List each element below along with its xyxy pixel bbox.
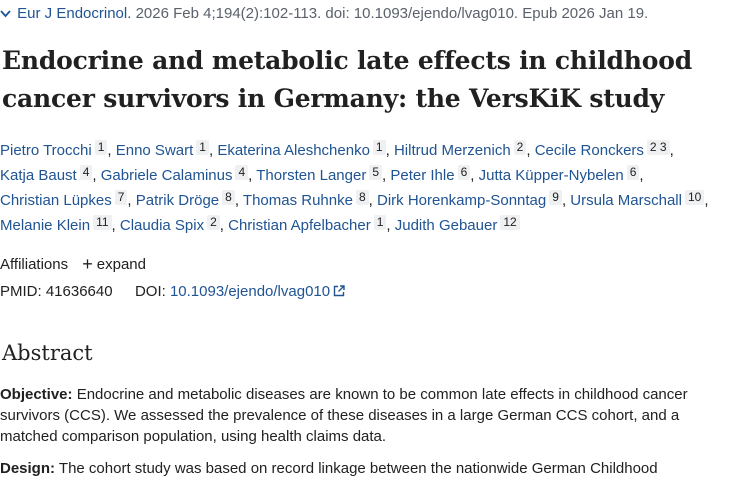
author-item: Hiltrud Merzenich 2, [393,140,531,159]
author-item: Peter Ihle 6, [390,165,475,184]
affiliation-number-badge[interactable]: 6 [626,165,640,180]
author-item: Katja Baust 4, [0,165,97,184]
affiliation-number-badge[interactable]: 1 [373,215,387,230]
author-link[interactable]: Hiltrud Merzenich [393,142,511,159]
author-item: Ursula Marschall 10, [570,190,709,209]
author-link[interactable]: Ursula Marschall [570,192,682,209]
abstract-section-text: Endocrine and metabolic diseases are kno… [0,386,688,445]
author-item: Cecile Ronckers 2 3, [534,140,674,159]
author-item: Christian Apfelbacher 1, [228,215,391,234]
doi-label: DOI: [134,283,166,300]
pmid-label: PMID: [0,283,42,300]
author-item: Jutta Küpper-Nybelen 6, [478,165,644,184]
identifiers-row: PMID: 41636640 DOI: 10.1093/ejendo/lvag0… [0,282,345,303]
author-link[interactable]: Christian Apfelbacher [228,217,371,234]
author-link[interactable]: Pietro Trocchi [0,142,92,159]
author-link[interactable]: Ekaterina Aleshchenko [217,142,370,159]
affiliation-number-badge[interactable]: 1 [94,140,108,155]
affiliation-number-badge[interactable]: 12 [500,215,520,230]
abstract-section-label: Design: [0,460,56,477]
abstract-heading: Abstract [2,341,93,365]
affiliation-number-badge[interactable]: 10 [684,190,705,205]
author-link[interactable]: Enno Swart [115,142,194,159]
affiliation-number-badge[interactable]: 9 [549,190,562,205]
doi-value: 10.1093/ejendo/lvag010 [169,283,331,300]
abstract-section-text: The cohort study was based on record lin… [58,460,658,477]
affiliation-number-badge[interactable]: 2 [513,140,527,155]
citation-line: Eur J Endocrinol. 2026 Feb 4;194(2):102-… [0,4,648,24]
author-item: Melanie Klein 11, [0,215,116,234]
affiliations-expand-button[interactable]: + expand [82,254,146,274]
author-item: Gabriele Calaminus 4, [100,165,253,184]
affiliations-label: Affiliations [0,256,69,273]
author-link[interactable]: Peter Ihle [390,167,455,184]
author-item: Patrik Dröge 8, [135,190,239,209]
author-link[interactable]: Thorsten Langer [256,167,367,184]
abstract-section-objective: Objective: Endocrine and metabolic disea… [0,384,740,447]
citation-details: 2026 Feb 4;194(2):102-113. doi: 10.1093/… [135,5,649,22]
author-item: Dirk Horenkamp-Sonntag 9, [377,190,567,209]
affiliation-number-badge[interactable]: 6 [457,165,471,180]
doi-link[interactable]: 10.1093/ejendo/lvag010 [170,283,345,300]
affiliations-row: Affiliations + expand [0,254,146,275]
author-link[interactable]: Judith Gebauer [394,217,498,234]
affiliation-number-badge[interactable]: 4 [79,165,93,180]
affiliation-number-badge[interactable]: 11 [93,215,112,230]
author-item: Pietro Trocchi 1, [0,140,112,159]
abstract-section-design: Design: The cohort study was based on re… [0,458,740,479]
author-link[interactable]: Jutta Küpper-Nybelen [478,167,624,184]
author-item: Judith Gebauer 12 [394,215,520,234]
abstract-section-label: Objective: [0,386,73,403]
author-item: Thorsten Langer 5, [256,165,387,184]
plus-icon: + [82,254,93,274]
pmid-value: 41636640 [45,283,113,300]
abstract-body: Objective: Endocrine and metabolic disea… [0,384,740,490]
author-link[interactable]: Patrik Dröge [135,192,220,209]
author-link[interactable]: Melanie Klein [0,217,91,234]
author-item: Enno Swart 1, [115,140,214,159]
author-item: Christian Lüpkes 7, [0,190,132,209]
affiliation-number-badge[interactable]: 8 [355,190,369,205]
author-link[interactable]: Claudia Spix [119,217,205,234]
journal-link[interactable]: Eur J Endocrinol. [17,5,132,22]
affiliation-number-badge[interactable]: 1 [196,140,209,155]
affiliation-number-badge[interactable]: 4 [235,165,249,180]
author-link[interactable]: Thomas Ruhnke [242,192,353,209]
affiliation-number-badge[interactable]: 7 [114,190,128,205]
author-item: Ekaterina Aleshchenko 1, [217,140,390,159]
affiliation-number-badge[interactable]: 1 [372,140,386,155]
expand-label: expand [96,256,146,273]
author-link[interactable]: Cecile Ronckers [534,142,644,159]
affiliation-number-badge[interactable]: 8 [222,190,235,205]
author-link[interactable]: Gabriele Calaminus [100,167,233,184]
caret-down-icon[interactable] [0,4,11,24]
author-link[interactable]: Katja Baust [0,167,77,184]
author-item: Claudia Spix 2, [119,215,224,234]
author-link[interactable]: Christian Lüpkes [0,192,112,209]
author-link[interactable]: Dirk Horenkamp-Sonntag [377,192,547,209]
affiliation-number-badge[interactable]: 2 [207,215,220,230]
authors-list: Pietro Trocchi 1, Enno Swart 1, Ekaterina … [0,138,748,238]
article-title: Endocrine and metabolic late effects in … [2,46,692,113]
author-item: Thomas Ruhnke 8, [242,190,373,209]
external-link-icon [333,283,345,303]
affiliation-number-badge[interactable]: 5 [369,165,383,180]
affiliation-number-badge[interactable]: 2 3 [646,140,670,155]
